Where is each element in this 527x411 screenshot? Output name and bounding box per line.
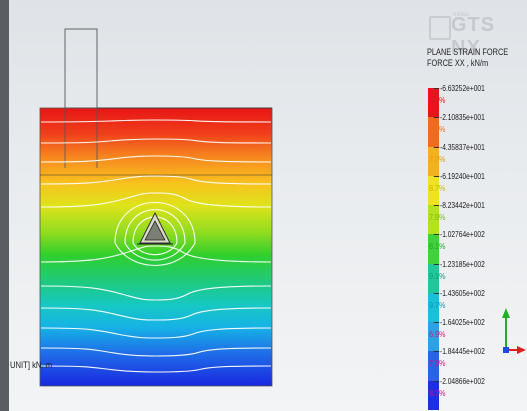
legend-percent-label: 6.9% [429, 329, 446, 340]
legend-color-bar [428, 88, 439, 410]
legend-title-line1: PLANE STRAIN FORCE [427, 47, 509, 57]
legend-percent-label: 8.7% [429, 387, 446, 398]
contour-line [40, 327, 272, 339]
contour-line [40, 285, 272, 301]
contour-line [40, 155, 272, 163]
legend-value-label: -1.84445e+002 [433, 346, 485, 357]
legend-value-label: -1.02764e+002 [433, 229, 485, 240]
legend-color-band [428, 380, 439, 410]
legend-title: PLANE STRAIN FORCE FORCE XX , kN/m [427, 47, 508, 69]
legend-value-label: -2.10835e+001 [433, 112, 485, 123]
structure-outline [64, 28, 98, 109]
legend-color-band [428, 292, 439, 323]
legend-color-band [428, 263, 439, 293]
legend-percent-label: 7.8% [429, 95, 446, 105]
contour-line [40, 119, 272, 123]
legend-color-band [428, 88, 439, 118]
legend-value-label: -4.35837e+001 [433, 141, 485, 152]
tunnel [137, 211, 173, 245]
gts-nx-logo: midas GTS NX [429, 12, 523, 59]
legend-value-label: -1.64025e+002 [433, 317, 485, 328]
legend-percent-label: 8.7% [429, 124, 446, 135]
legend-color-band [428, 117, 439, 147]
legend-color-band [428, 146, 439, 176]
contour-line [40, 307, 272, 321]
contour-loop [114, 201, 196, 266]
legend-percent-label: 9.7% [429, 299, 446, 310]
viewport-left-border [0, 0, 9, 411]
legend-value-label: -8.23442e+001 [433, 200, 485, 211]
legend-percent-label: 7.7% [429, 153, 446, 164]
legend-color-band [428, 175, 439, 206]
soil-domain [39, 107, 273, 387]
unit-label: UNIT] kN, m [10, 360, 53, 370]
legend-color-band [428, 205, 439, 235]
legend-color-band [428, 234, 439, 264]
legend-value-label: -2.04866e+002 [433, 375, 485, 386]
contour-line [40, 347, 272, 357]
axis-triad-icon [502, 308, 526, 354]
legend-value-label: -6.19240e+001 [433, 170, 485, 181]
contour-line [40, 245, 272, 263]
contour-line [40, 192, 272, 208]
legend-title-line2: FORCE XX , kN/m [427, 58, 489, 68]
contour-loop [132, 216, 178, 256]
legend-percent-label: 7.9% [429, 212, 446, 223]
legend-color-band [428, 351, 439, 381]
contour-line [40, 138, 272, 144]
legend-percent-label: 8.1% [429, 241, 446, 252]
contour-line [40, 175, 272, 185]
legend-value-label: -1.43605e+002 [433, 287, 485, 298]
legend-value-label: -1.23185e+002 [433, 258, 485, 269]
contour-line [40, 365, 272, 373]
contour-loop [124, 209, 186, 261]
legend-color-band [428, 322, 439, 352]
legend-percent-label: 9.1% [429, 270, 446, 281]
legend-percent-label: 7.9% [429, 358, 446, 369]
legend-value-label: -6.63252e+001 [433, 83, 485, 93]
legend-percent-label: 8.7% [429, 182, 446, 193]
